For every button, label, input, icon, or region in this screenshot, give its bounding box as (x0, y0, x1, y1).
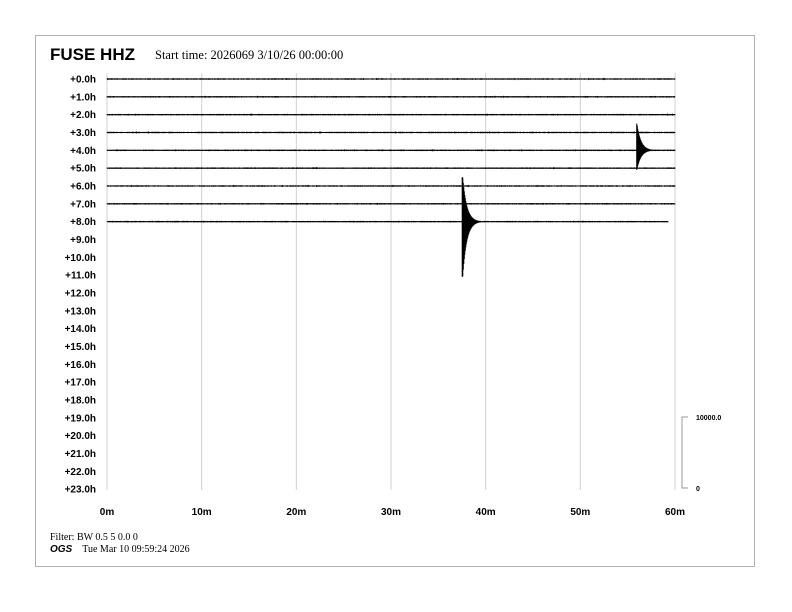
x-tick-label: 0m (100, 507, 115, 518)
scale-top-label: 10000.0 (696, 415, 721, 422)
x-tick-label: 60m (665, 507, 685, 518)
row-label: +0.0h (70, 75, 96, 86)
row-label: +5.0h (70, 164, 96, 175)
row-label: +15.0h (65, 342, 96, 353)
row-label: +22.0h (65, 467, 96, 478)
row-label: +21.0h (65, 449, 96, 460)
x-tick-label: 10m (192, 507, 212, 518)
row-label: +13.0h (65, 306, 96, 317)
row-label: +2.0h (70, 110, 96, 121)
row-label: +18.0h (65, 395, 96, 406)
scale-bottom-label: 0 (696, 486, 700, 493)
row-label: +3.0h (70, 128, 96, 139)
chart-title: FUSE HHZ (50, 45, 135, 64)
x-tick-label: 30m (381, 507, 401, 518)
row-label: +19.0h (65, 413, 96, 424)
footer-line: OGS Tue Mar 10 09:59:24 2026 (50, 544, 190, 555)
plot-frame (35, 35, 755, 567)
org-label: OGS (50, 544, 73, 555)
row-label: +14.0h (65, 324, 96, 335)
filter-info: Filter: BW 0.5 5 0.0 0 (50, 532, 138, 543)
x-tick-label: 50m (570, 507, 590, 518)
row-label: +23.0h (65, 485, 96, 496)
row-label: +9.0h (70, 235, 96, 246)
trace-row-8 (106, 177, 669, 277)
generated-timestamp: Tue Mar 10 09:59:24 2026 (82, 544, 190, 555)
row-label: +4.0h (70, 146, 96, 157)
row-label: +6.0h (70, 181, 96, 192)
row-label: +12.0h (65, 288, 96, 299)
row-label: +10.0h (65, 253, 96, 264)
row-label: +16.0h (65, 360, 96, 371)
row-label: +8.0h (70, 217, 96, 228)
start-time: Start time: 2026069 3/10/26 00:00:00 (155, 48, 344, 62)
row-label: +11.0h (65, 271, 96, 282)
row-label: +1.0h (70, 92, 96, 103)
row-label: +7.0h (70, 199, 96, 210)
row-label: +20.0h (65, 431, 96, 442)
x-tick-label: 20m (286, 507, 306, 518)
amplitude-scale-bar (681, 416, 688, 489)
row-label: +17.0h (65, 378, 96, 389)
x-tick-label: 40m (476, 507, 496, 518)
